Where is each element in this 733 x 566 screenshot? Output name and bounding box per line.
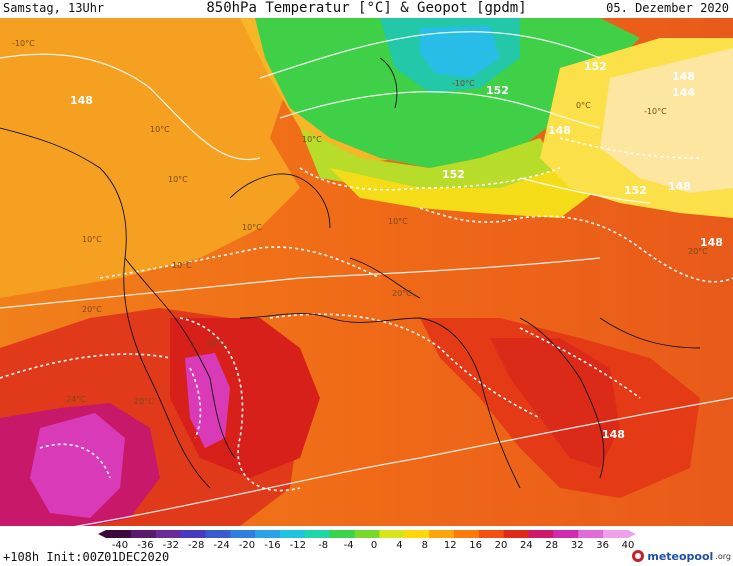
temp-label: 10°C — [172, 261, 192, 270]
legend-tick-label: 0 — [371, 540, 377, 550]
legend-color-swatch — [329, 530, 356, 538]
meteopool-logo[interactable]: meteopool .org — [631, 548, 731, 564]
geopot-label: 148 — [602, 428, 625, 441]
legend-tick-label: -8 — [318, 540, 328, 550]
temp-label: 10°C — [168, 175, 188, 184]
legend-tick-label: 28 — [545, 540, 558, 550]
legend-color-swatch — [429, 530, 455, 538]
geopot-label: 148 — [70, 94, 93, 107]
temp-label: -10°C — [644, 107, 667, 116]
legend-arrow-right — [628, 530, 636, 538]
temp-label: 20°C — [82, 305, 102, 314]
legend-tick-label: 12 — [444, 540, 457, 550]
color-legend: -40 -36 -32 -28 -24 -20 -16 -12 -8 -4 0 4 8 12 16 20 24 2… — [98, 530, 636, 550]
legend-tick-label: -36 — [137, 540, 153, 550]
logo-suffix: .org — [715, 551, 731, 561]
cold-core-cyan — [420, 26, 500, 78]
date-label: 05. Dezember 2020 — [606, 1, 729, 15]
legend-tick-label: -40 — [112, 540, 128, 550]
india-red — [490, 338, 620, 468]
legend-tick-label: -16 — [264, 540, 280, 550]
cold-zone-green — [255, 18, 640, 168]
temp-label: 24°C — [206, 339, 226, 348]
pink-red-sea — [185, 353, 230, 448]
geopot-label: 148 — [700, 236, 723, 249]
legend-color-swatch — [553, 530, 579, 538]
geopot-label: 152 — [584, 60, 607, 73]
geopot-labels: 148 152 152 152 148 144 148 148 152 148 … — [70, 60, 723, 441]
geopot-label: 144 — [672, 86, 695, 99]
temperature-labels: -10°C -10°C 0°C -10°C 10°C 10°C 10°C 10°… — [12, 39, 708, 406]
coastlines — [0, 57, 701, 489]
legend-color-swatch — [155, 530, 182, 538]
meteopool-logo-icon — [632, 550, 645, 562]
legend-color-swatch — [230, 530, 256, 538]
legend-tick-label: 16 — [469, 540, 482, 550]
temp-label: 20°C — [134, 397, 154, 406]
legend-color-swatch — [106, 530, 132, 538]
legend-color-swatch — [454, 530, 480, 538]
valid-time-label: Samstag, 13Uhr — [3, 1, 105, 15]
legend-tick-label: 40 — [622, 540, 635, 550]
geopot-label: 148 — [668, 180, 691, 193]
legend-color-swatch — [354, 530, 380, 538]
legend-color-swatch — [280, 530, 306, 538]
legend-tick-label: 4 — [396, 540, 402, 550]
temp-label: 10°C — [82, 235, 102, 244]
temp-label: -10°C — [12, 39, 35, 48]
legend-tick-label: 24 — [520, 540, 533, 550]
geopot-label: 152 — [442, 168, 465, 181]
legend-tick-label: 20 — [495, 540, 508, 550]
legend-color-bar — [98, 530, 636, 538]
cold-zone-yellowgreen — [300, 128, 560, 188]
legend-color-swatch — [478, 530, 505, 538]
temp-label: 0°C — [576, 101, 591, 110]
run-info-label: +108h Init:00Z01DEC2020 — [3, 550, 170, 564]
geopot-label: 148 — [548, 124, 571, 137]
legend-tick-label: 8 — [422, 540, 428, 550]
legend-tick-label: -32 — [163, 540, 179, 550]
legend-tick-label: -24 — [213, 540, 229, 550]
temp-label: 24°C — [66, 395, 86, 404]
logo-text: meteopool — [647, 549, 714, 563]
legend-color-swatch — [578, 530, 604, 538]
temp-label: 10°C — [242, 223, 262, 232]
map-title: 850hPa Temperatur [°C] & Geopot [gpdm] — [206, 0, 527, 16]
legend-arrow-left — [98, 530, 106, 538]
legend-color-swatch — [180, 530, 206, 538]
legend-color-swatch — [255, 530, 281, 538]
temp-label: 10°C — [150, 125, 170, 134]
legend-tick-label: 36 — [596, 540, 609, 550]
geopot-label: 148 — [672, 70, 695, 83]
pink-core — [30, 413, 125, 518]
temp-label: 20°C — [392, 289, 412, 298]
legend-color-swatch — [304, 530, 331, 538]
nw-warm-zone — [0, 18, 300, 298]
legend-color-swatch — [130, 530, 157, 538]
temp-label: -10°C — [452, 79, 475, 88]
legend-color-swatch — [528, 530, 554, 538]
legend-tick-label: -20 — [239, 540, 255, 550]
legend-color-swatch — [379, 530, 405, 538]
legend-color-swatch — [603, 530, 629, 538]
geopot-label: 152 — [624, 184, 647, 197]
legend-tick-label: 32 — [571, 540, 584, 550]
geopot-label: 152 — [486, 84, 509, 97]
legend-tick-label: -28 — [188, 540, 204, 550]
legend-tick-label: -4 — [344, 540, 354, 550]
geopot-lines — [0, 31, 733, 526]
legend-color-swatch — [205, 530, 231, 538]
temp-label: 10°C — [388, 217, 408, 226]
temp-label: 20°C — [688, 247, 708, 256]
legend-tick-label: -12 — [290, 540, 306, 550]
temperature-map: 148 152 152 152 148 144 148 148 152 148 … — [0, 18, 733, 526]
legend-color-swatch — [503, 530, 530, 538]
legend-tick-labels: -40 -36 -32 -28 -24 -20 -16 -12 -8 -4 0 4 8 12 16 20 24 2… — [112, 540, 635, 550]
ne-light-zone — [600, 48, 733, 193]
legend-color-swatch — [404, 530, 430, 538]
temp-label: 10°C — [302, 135, 322, 144]
